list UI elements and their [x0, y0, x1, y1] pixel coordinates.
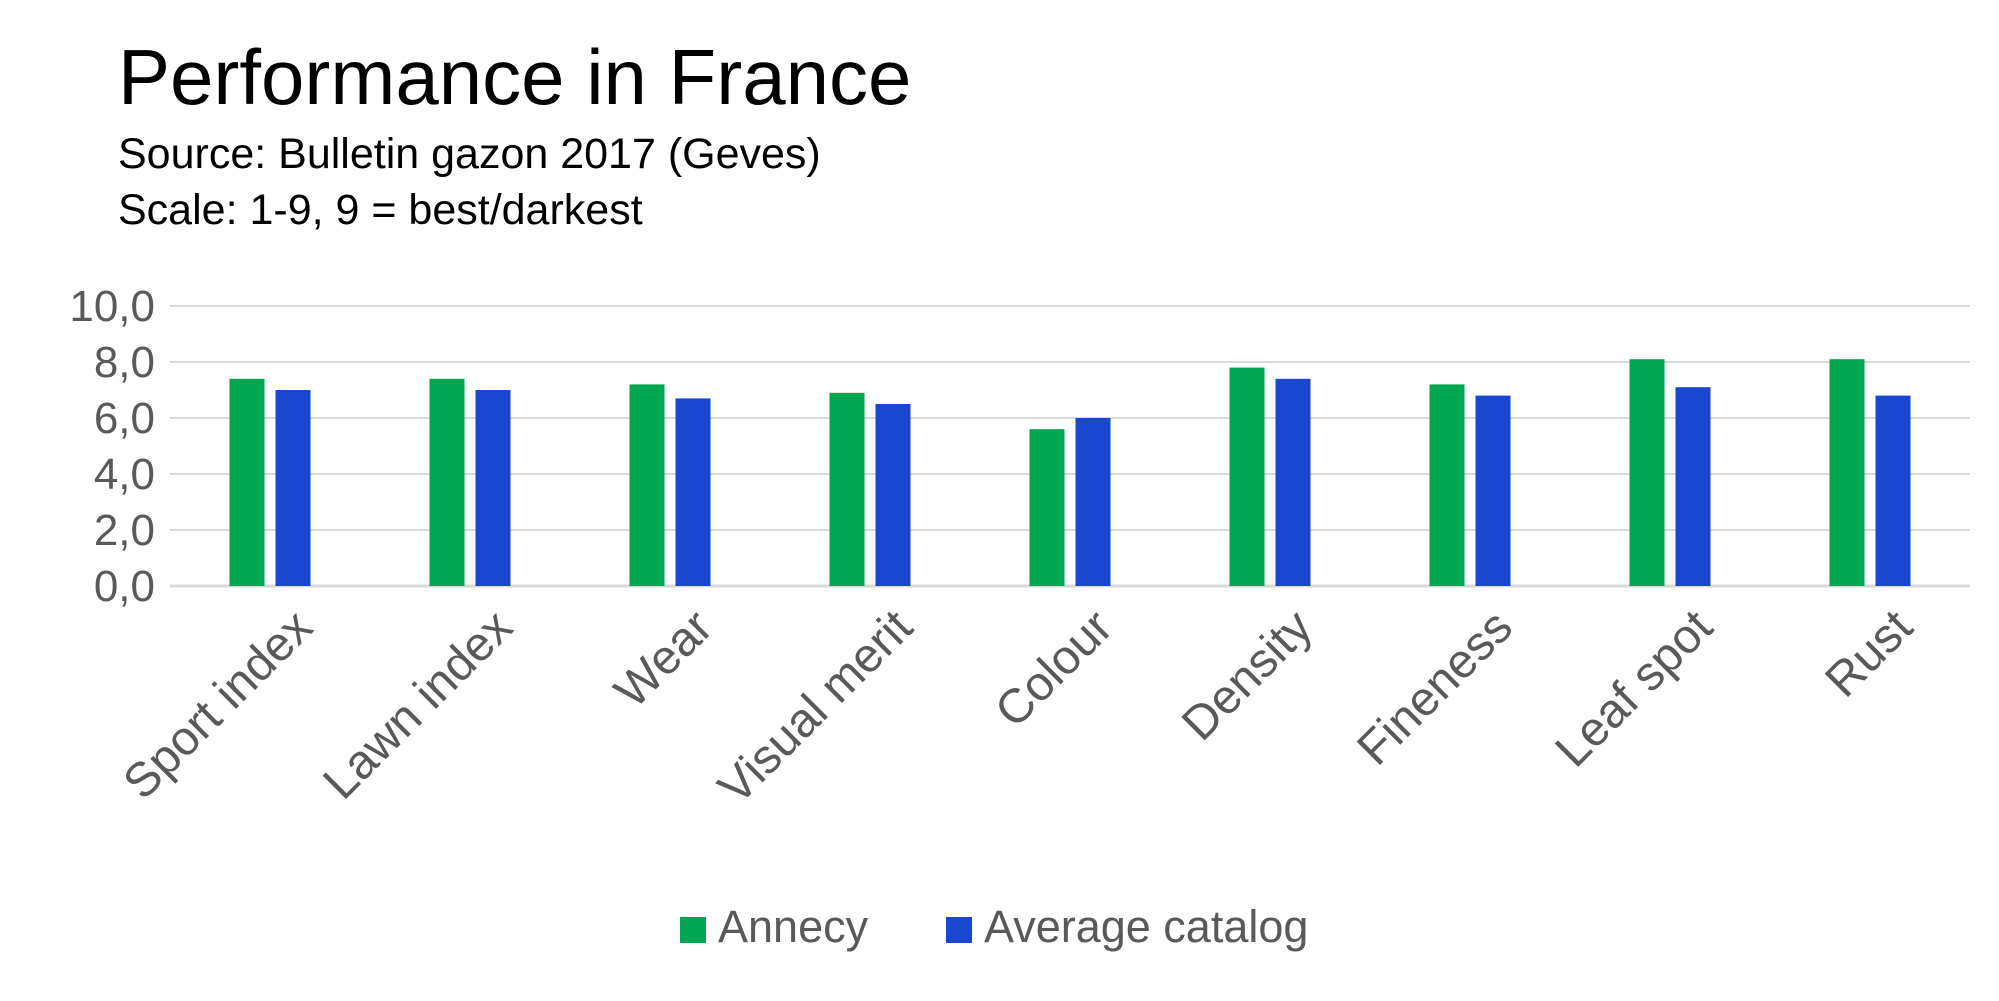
bar-annecy: [1629, 359, 1665, 586]
bar-average-catalog: [275, 390, 311, 586]
bar-average-catalog: [1275, 378, 1311, 586]
y-axis-ticks: 0,0 2,0 4,0 6,0 8,0 10,0: [69, 282, 155, 611]
bar-annecy: [229, 378, 265, 586]
bar-average-catalog: [1475, 395, 1511, 586]
x-tick-label: Lawn index: [314, 600, 523, 809]
y-tick-label: 8,0: [94, 338, 155, 387]
legend: Annecy Average catalog: [680, 901, 1308, 952]
bar-average-catalog: [675, 398, 711, 586]
legend-label: Annecy: [718, 901, 869, 952]
x-tick-label: Density: [1172, 600, 1323, 751]
bar-annecy: [629, 384, 665, 586]
bar-average-catalog: [1875, 395, 1911, 586]
y-tick-label: 10,0: [69, 282, 155, 331]
legend-swatch: [680, 917, 706, 943]
bar-average-catalog: [475, 390, 511, 586]
y-tick-label: 0,0: [94, 562, 155, 611]
y-tick-label: 4,0: [94, 450, 155, 499]
bar-annecy: [1429, 384, 1465, 586]
bar-average-catalog: [875, 404, 911, 586]
x-tick-label: Rust: [1816, 600, 1923, 707]
bar-annecy: [1829, 359, 1865, 586]
chart-subtitle-scale: Scale: 1-9, 9 = best/darkest: [118, 186, 643, 234]
x-tick-label: Visual merit: [709, 600, 923, 814]
chart-subtitle-source: Source: Bulletin gazon 2017 (Geves): [118, 130, 821, 178]
x-tick-label: Fineness: [1348, 600, 1523, 775]
bar-average-catalog: [1675, 387, 1711, 586]
bar-average-catalog: [1075, 418, 1111, 586]
x-tick-label: Wear: [605, 600, 723, 718]
bar-annecy: [1029, 429, 1065, 586]
grid-lines: [170, 305, 1970, 588]
x-tick-label: Leaf spot: [1546, 600, 1723, 777]
bar-annecy: [1229, 367, 1265, 586]
chart-title: Performance in France: [118, 33, 912, 121]
bars: [229, 359, 1911, 586]
legend-label: Average catalog: [984, 901, 1308, 952]
y-tick-label: 2,0: [94, 506, 155, 555]
bar-annecy: [829, 392, 865, 586]
x-tick-label: Sport index: [114, 600, 323, 809]
x-tick-label: Colour: [985, 600, 1122, 737]
y-tick-label: 6,0: [94, 394, 155, 443]
legend-swatch: [946, 917, 972, 943]
bar-annecy: [429, 378, 465, 586]
